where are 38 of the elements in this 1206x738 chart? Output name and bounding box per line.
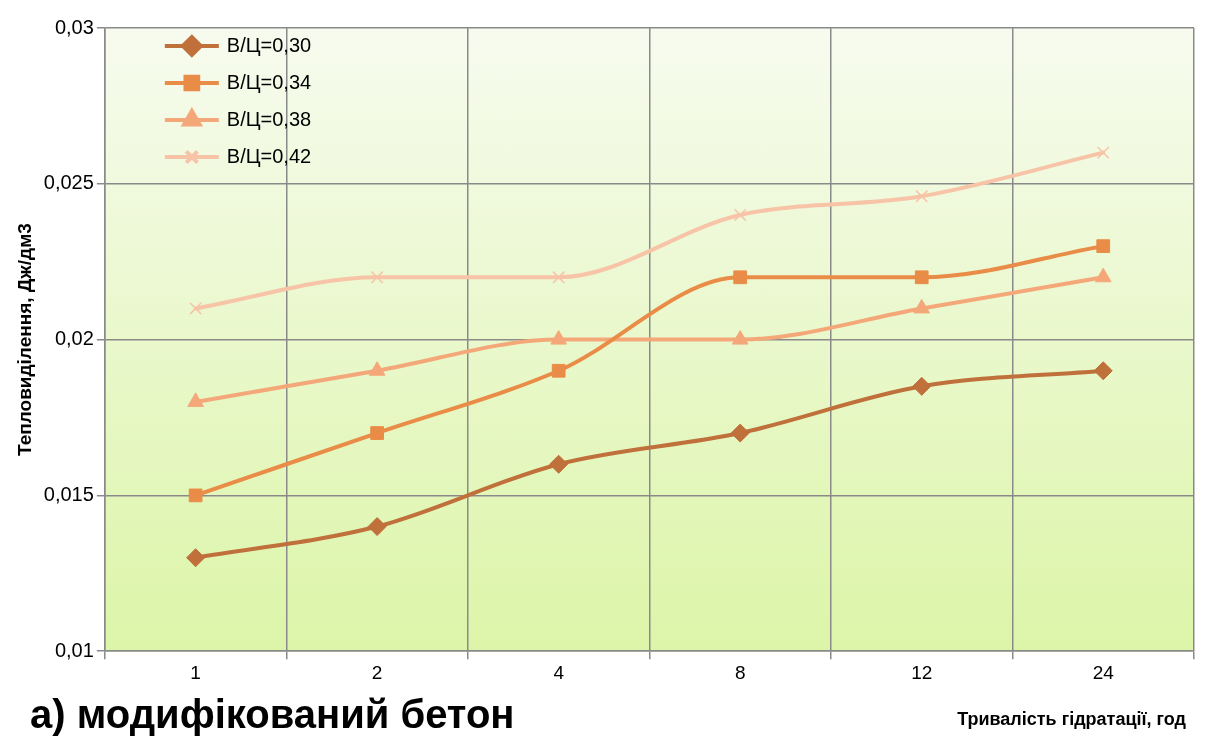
legend-label: В/Ц=0,38 [226, 107, 312, 130]
y-tick-label: 0,01 [54, 638, 94, 661]
x-tick-label: 24 [1092, 661, 1115, 683]
legend-label: В/Ц=0,42 [226, 144, 312, 167]
y-tick-label: 0,015 [43, 482, 94, 505]
point [370, 426, 384, 440]
text: а) модифікований бетон [30, 692, 515, 736]
point [552, 270, 566, 284]
point [1096, 146, 1110, 160]
point [731, 330, 749, 345]
x-tick-label: 12 [911, 661, 933, 683]
point [370, 270, 384, 284]
point [549, 454, 569, 474]
x-tick-label: 1 [190, 661, 201, 683]
point [912, 376, 932, 396]
point [1096, 239, 1111, 253]
y-tick-label: 0,02 [54, 327, 94, 350]
x-tick-label: 2 [371, 661, 383, 683]
point [915, 189, 929, 203]
y-axis-title: Тепловиділення, Дж/дм3 [13, 223, 35, 456]
point [733, 208, 747, 222]
point [189, 302, 203, 315]
point [550, 330, 567, 345]
point [186, 548, 206, 568]
y-tick-label: 0,025 [43, 171, 94, 194]
point [551, 363, 566, 378]
point [188, 488, 203, 503]
x-axis-title: Тривалість гідратації, год [957, 709, 1187, 729]
point [730, 423, 750, 443]
point [733, 270, 748, 285]
point [914, 270, 929, 285]
legend-label: В/Ц=0,34 [226, 70, 312, 93]
legend-label: В/Ц=0,30 [226, 33, 312, 56]
y-tick-label: 0,03 [54, 15, 94, 38]
point [367, 517, 387, 537]
x-tick-label: 4 [553, 661, 565, 683]
point [1093, 361, 1113, 381]
x-tick-label: 8 [734, 661, 746, 683]
